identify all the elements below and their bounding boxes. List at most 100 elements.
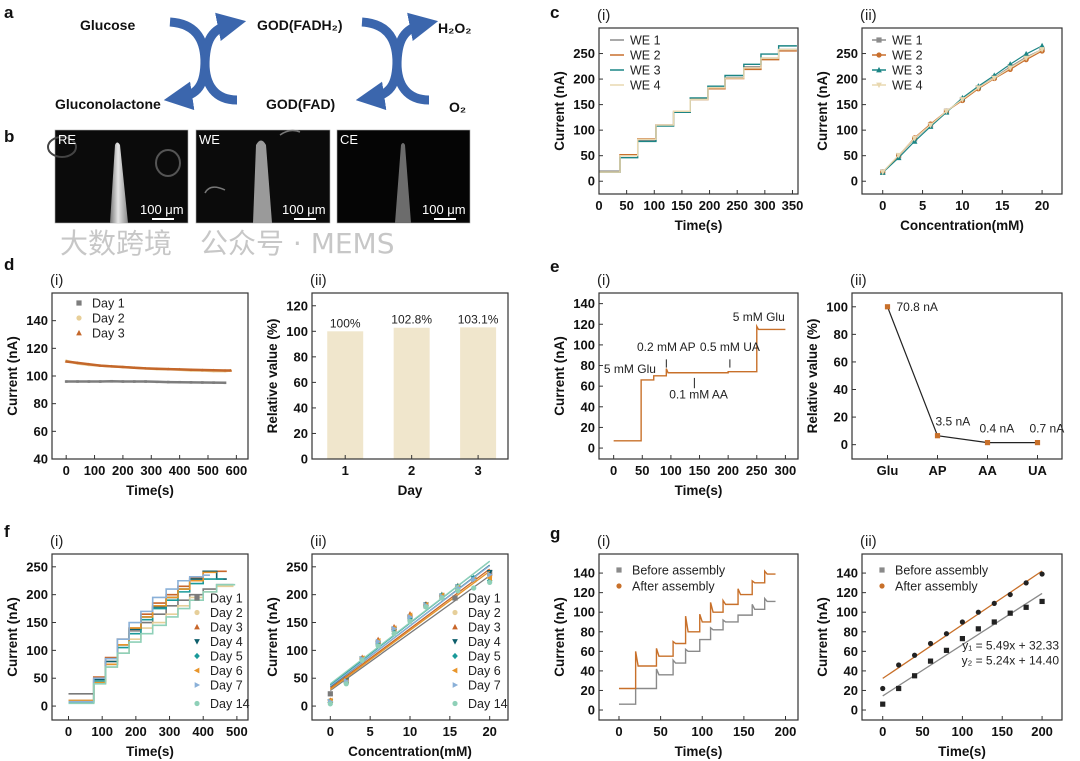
bar-data-label: 102.8% bbox=[391, 313, 432, 327]
series-line bbox=[68, 571, 217, 702]
data-point bbox=[407, 618, 413, 625]
legend-label: Day 1 bbox=[468, 592, 501, 606]
data-point bbox=[391, 625, 398, 632]
legend-label: WE 1 bbox=[630, 34, 661, 48]
legend-item: WE 4 bbox=[610, 79, 661, 93]
series-we-4 bbox=[879, 47, 1045, 176]
y-tick-label: 120 bbox=[286, 298, 308, 313]
data-point bbox=[98, 380, 102, 383]
series-we-2 bbox=[599, 50, 797, 173]
series-relative-value bbox=[884, 304, 1041, 446]
y-tick-label: 60 bbox=[844, 644, 858, 659]
data-point bbox=[155, 367, 159, 370]
y-tick-label: 250 bbox=[286, 559, 308, 574]
legend-item: WE 1 bbox=[610, 34, 661, 48]
species-glucose: Glucose bbox=[80, 17, 135, 33]
series-day-3 bbox=[64, 359, 233, 372]
scale-label: 100 μm bbox=[282, 202, 326, 217]
y-tick-label: 0 bbox=[588, 441, 595, 456]
x-tick-label: 0 bbox=[63, 463, 70, 478]
y-tick-label: 100 bbox=[573, 605, 595, 620]
series-we-1 bbox=[599, 48, 797, 172]
legend-marker-icon bbox=[194, 595, 200, 601]
data-label: 3.5 nA bbox=[936, 415, 971, 429]
legend-label: Before assembly bbox=[895, 564, 989, 578]
data-point bbox=[896, 685, 902, 692]
data-point bbox=[984, 439, 991, 446]
plot-area bbox=[64, 359, 233, 385]
y-tick-label: 50 bbox=[844, 148, 858, 163]
data-point bbox=[880, 685, 886, 692]
legend-label: Before assembly bbox=[632, 564, 726, 578]
x-tick-label: 50 bbox=[915, 724, 929, 739]
watermark-right: 公众号 · MEMS bbox=[200, 227, 394, 260]
y-tick-label: 80 bbox=[294, 349, 308, 364]
data-point bbox=[144, 380, 147, 383]
legend-item: Day 7 bbox=[194, 679, 243, 693]
data-point bbox=[487, 579, 493, 586]
y-axis-label: Current (nA) bbox=[552, 71, 567, 151]
x-tick-label: 50 bbox=[635, 463, 649, 478]
sem-label: RE bbox=[58, 132, 76, 147]
x-tick-label: 50 bbox=[619, 198, 633, 213]
legend-marker-icon bbox=[616, 583, 622, 589]
y-tick-label: 250 bbox=[573, 46, 595, 61]
data-point bbox=[911, 135, 918, 142]
y-tick-label: 60 bbox=[294, 375, 308, 390]
panel-label-d: d bbox=[4, 255, 14, 274]
data-point bbox=[64, 380, 68, 383]
legend-marker-icon bbox=[452, 609, 458, 616]
x-axis-label: Concentration(mM) bbox=[900, 218, 1024, 233]
plot-frame bbox=[598, 292, 799, 460]
data-point bbox=[911, 673, 918, 679]
x-tick-label: 15 bbox=[995, 198, 1009, 213]
x-tick-label: 400 bbox=[169, 463, 191, 478]
data-point bbox=[943, 108, 950, 115]
legend-label: Day 7 bbox=[210, 679, 243, 693]
y-tick-label: 40 bbox=[581, 399, 595, 414]
data-point bbox=[166, 380, 170, 384]
sem-label: CE bbox=[340, 132, 358, 147]
legend-item: Day 2 bbox=[76, 312, 125, 326]
data-point bbox=[189, 381, 193, 384]
y-tick-label: 120 bbox=[573, 317, 595, 332]
legend-label: WE 4 bbox=[630, 79, 661, 93]
y-tick-label: 0 bbox=[301, 452, 308, 467]
legend-item: Day 5 bbox=[452, 650, 501, 664]
fit-line bbox=[882, 592, 1043, 697]
data-point bbox=[144, 366, 148, 370]
legend-label: Day 3 bbox=[92, 327, 125, 341]
y-tick-label: 100 bbox=[26, 369, 48, 384]
x-tick-label: 3 bbox=[474, 463, 481, 478]
y-tick-label: 100 bbox=[26, 643, 48, 658]
data-point bbox=[1023, 604, 1029, 610]
legend-label: Day 3 bbox=[210, 621, 243, 635]
subpanel-label: (i) bbox=[597, 7, 610, 24]
x-axis-label: Time(s) bbox=[675, 483, 723, 498]
bar-data-label: 103.1% bbox=[458, 312, 499, 326]
y-tick-label: 150 bbox=[26, 615, 48, 630]
legend-label: Day 3 bbox=[468, 621, 501, 635]
y-tick-label: 200 bbox=[573, 72, 595, 87]
legend-marker-icon bbox=[194, 682, 201, 688]
y-tick-label: 0 bbox=[851, 703, 858, 718]
data-point bbox=[1007, 610, 1013, 616]
x-tick-label: 100 bbox=[84, 463, 106, 478]
data-point bbox=[155, 380, 159, 384]
bar bbox=[327, 331, 364, 459]
x-tick-label: 0 bbox=[65, 724, 72, 739]
exchange-arrow-icon bbox=[355, 12, 439, 111]
chart-c1: (i) 0 50 100 150 200 250 0 50 100 150 200 250 300 350 T… bbox=[552, 7, 803, 233]
legend-item: Day 3 bbox=[452, 621, 501, 635]
annotation-label: 0.1 mM AA bbox=[669, 388, 728, 402]
x-tick-label: 20 bbox=[482, 724, 496, 739]
legend-label: Day 5 bbox=[210, 650, 243, 664]
x-tick-label: 250 bbox=[726, 198, 748, 213]
legend-item: Day 4 bbox=[452, 635, 501, 649]
x-tick-label: 150 bbox=[671, 198, 693, 213]
x-tick-label: 1 bbox=[342, 463, 349, 478]
data-point bbox=[1023, 50, 1030, 57]
x-tick-label: 200 bbox=[699, 198, 721, 213]
fit-line bbox=[329, 570, 491, 690]
